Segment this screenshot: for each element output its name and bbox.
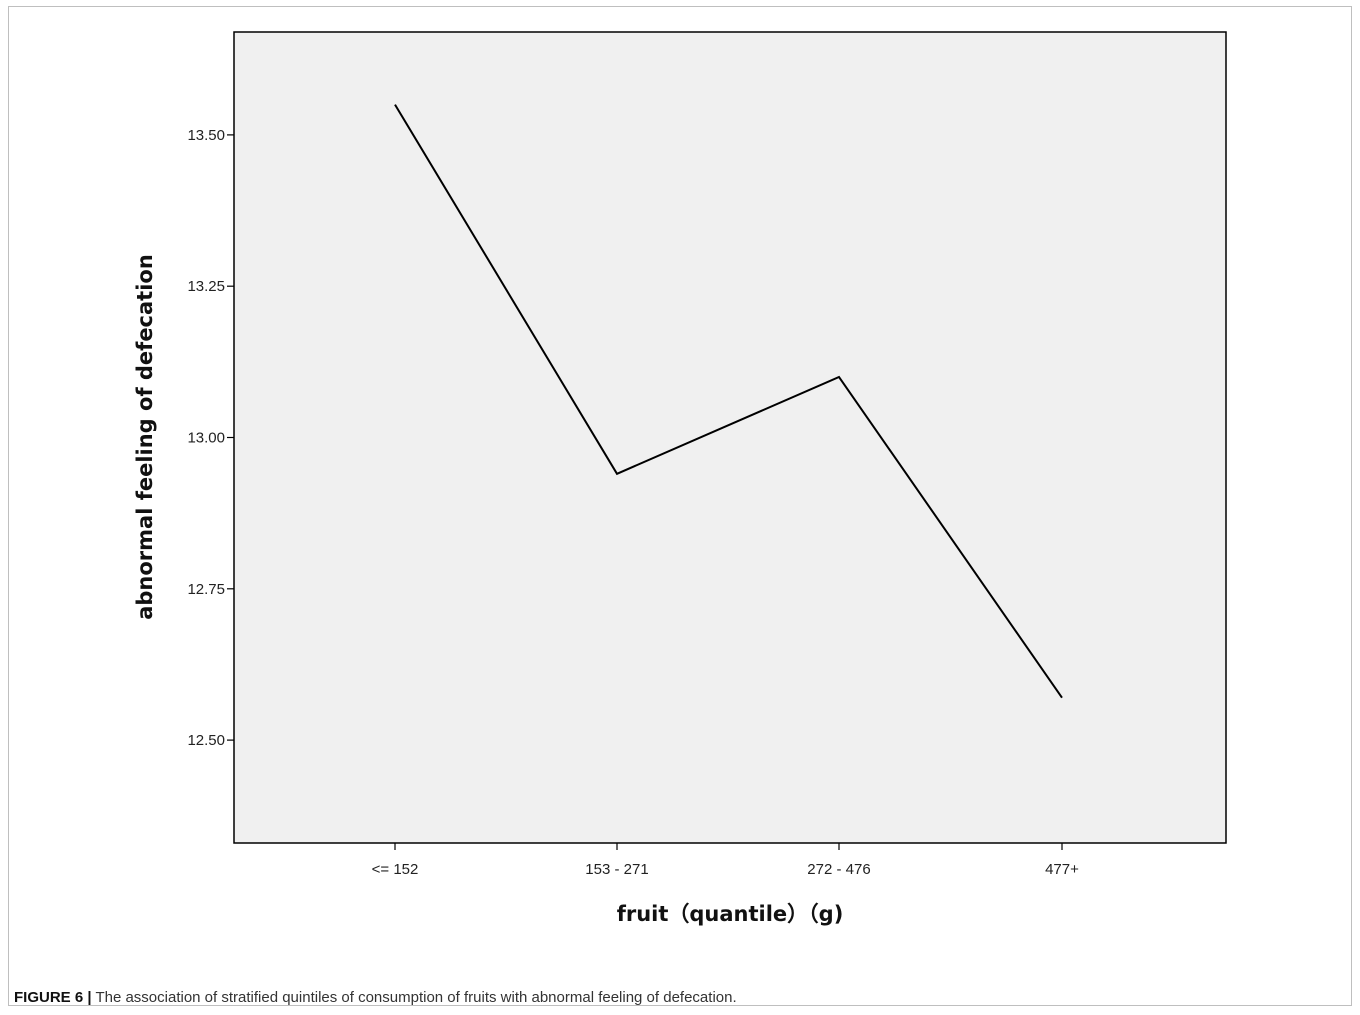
y-axis: 12.50 12.75 13.00 13.25 13.50 [187,127,234,749]
series-layer [394,104,1063,699]
x-axis: <= 152 153 - 271 272 - 476 477+ [372,843,1079,878]
figure-number: FIGURE 6 | [14,989,92,1006]
y-tick-label: 12.75 [187,581,225,598]
x-tick-label: 477+ [1045,861,1079,878]
x-axis-title: fruit（quantile）（g) [617,902,844,926]
y-tick-label: 13.50 [187,127,225,144]
x-tick-label: 153 - 271 [585,861,648,878]
plot-area [233,31,1227,844]
series-line [394,104,1063,699]
y-tick-label: 13.25 [187,278,225,295]
caption-text: The association of stratified quintiles … [91,989,737,1006]
figure-caption: FIGURE 6 | The association of stratified… [14,989,737,1006]
y-tick-label: 13.00 [187,430,225,447]
y-tick-label: 12.50 [187,732,225,749]
x-tick-label: 272 - 476 [807,861,870,878]
figure-frame [8,6,1352,1006]
x-tick-label: <= 152 [372,861,419,878]
y-axis-title: abnormal feeling of defecation [133,254,157,620]
